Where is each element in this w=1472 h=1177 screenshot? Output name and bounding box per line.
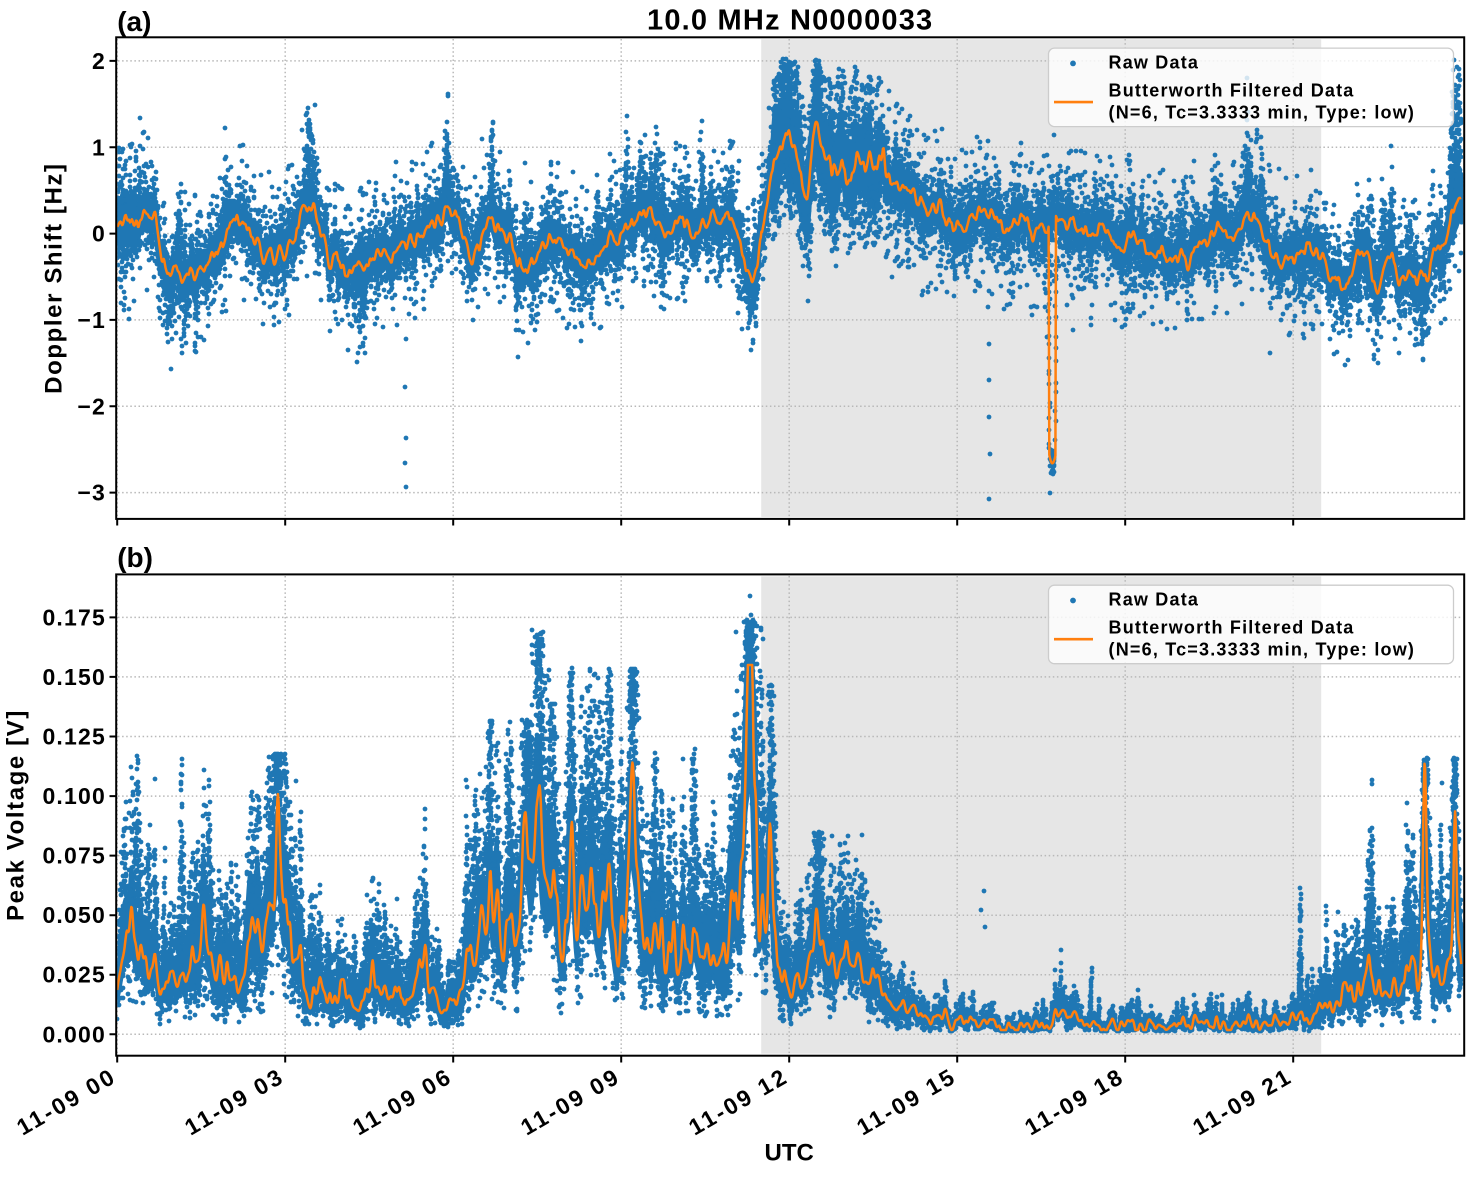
svg-text:Butterworth Filtered Data: Butterworth Filtered Data [1109, 81, 1355, 101]
svg-text:Raw Data: Raw Data [1109, 53, 1200, 73]
svg-text:0.025: 0.025 [42, 962, 106, 988]
svg-text:Doppler Shift [Hz]: Doppler Shift [Hz] [41, 162, 68, 393]
svg-text:−2: −2 [77, 393, 106, 419]
svg-text:10.0 MHz N0000033: 10.0 MHz N0000033 [647, 5, 933, 37]
svg-text:(b): (b) [117, 542, 153, 573]
svg-text:(a): (a) [117, 6, 151, 37]
svg-text:2: 2 [92, 48, 106, 74]
svg-text:0.125: 0.125 [42, 724, 106, 750]
svg-text:Butterworth Filtered Data: Butterworth Filtered Data [1109, 618, 1355, 638]
svg-text:−3: −3 [77, 480, 106, 506]
svg-text:Peak Voltage [V]: Peak Voltage [V] [3, 709, 30, 921]
svg-text:−1: −1 [77, 307, 106, 333]
svg-text:0.075: 0.075 [42, 843, 106, 869]
svg-text:0.150: 0.150 [42, 664, 106, 690]
svg-text:0.100: 0.100 [42, 783, 106, 809]
svg-text:0.050: 0.050 [42, 902, 106, 928]
svg-text:0.000: 0.000 [42, 1021, 106, 1047]
svg-text:(N=6, Tc=3.3333 min, Type: low: (N=6, Tc=3.3333 min, Type: low) [1109, 640, 1416, 660]
svg-text:(N=6, Tc=3.3333 min, Type: low: (N=6, Tc=3.3333 min, Type: low) [1109, 103, 1416, 123]
svg-text:0.175: 0.175 [42, 604, 106, 630]
svg-text:Raw Data: Raw Data [1109, 590, 1200, 610]
svg-text:1: 1 [92, 134, 106, 160]
svg-text:UTC: UTC [765, 1140, 814, 1167]
svg-text:0: 0 [92, 221, 106, 247]
